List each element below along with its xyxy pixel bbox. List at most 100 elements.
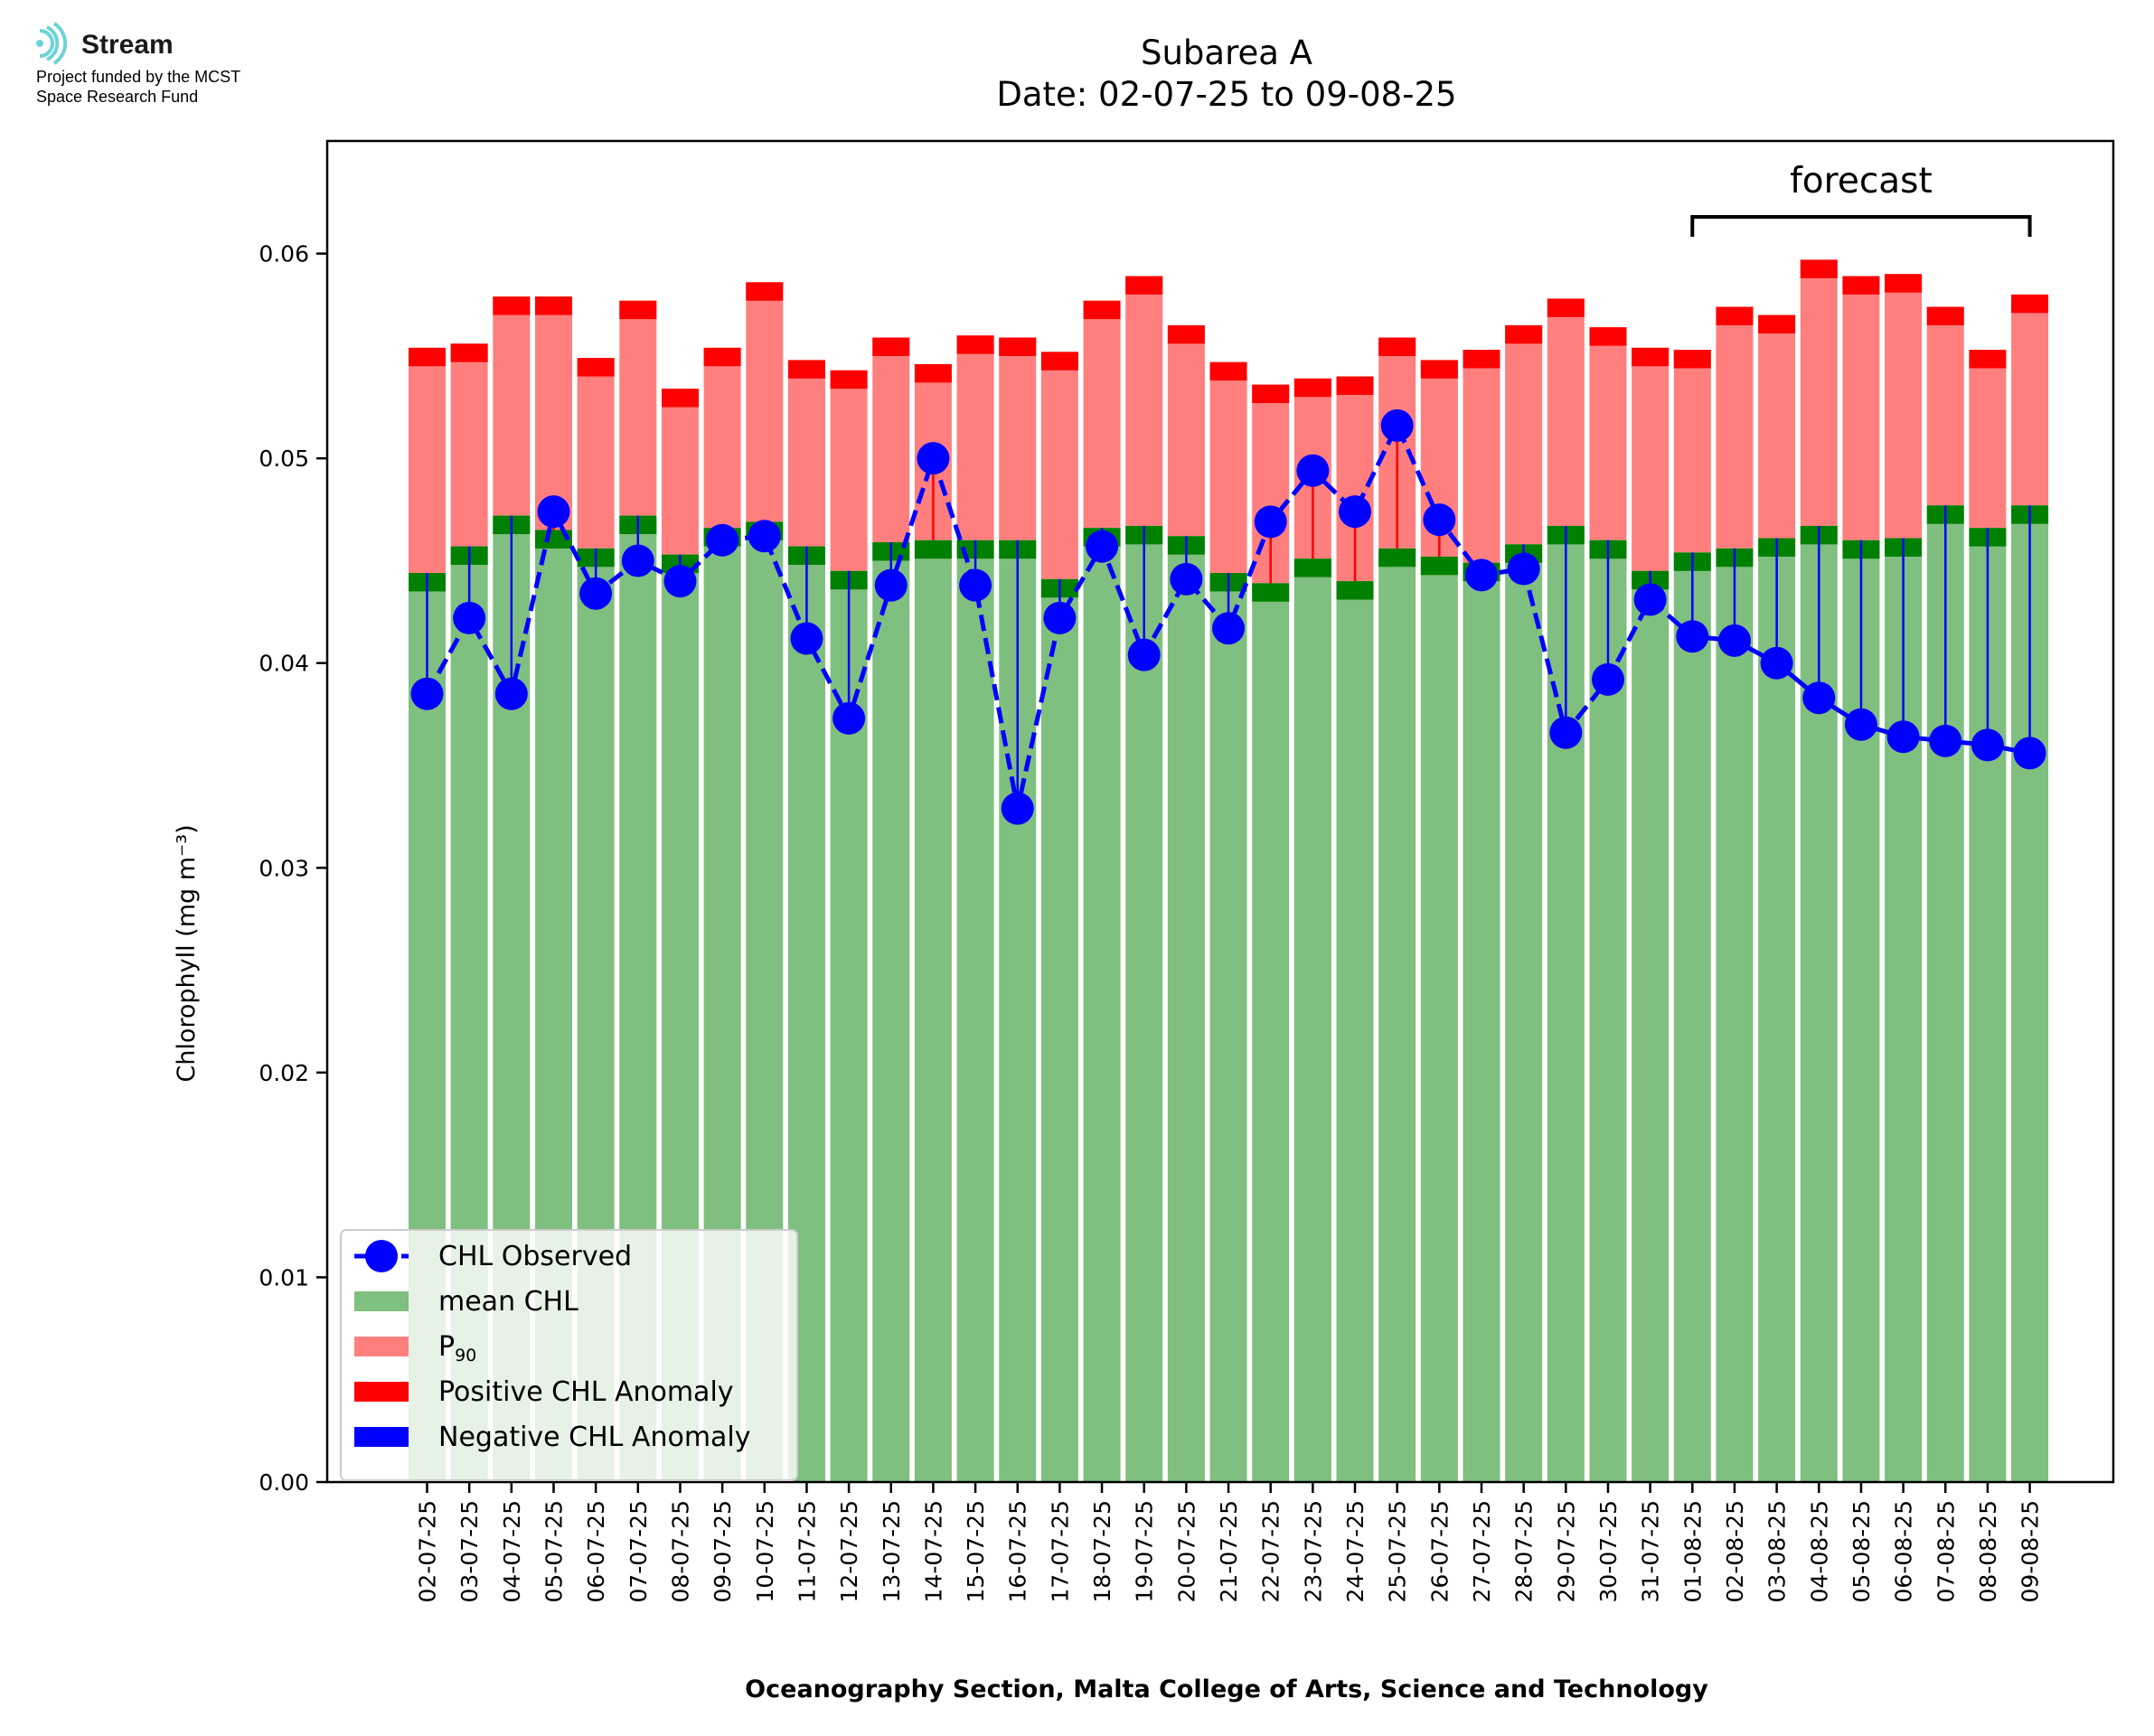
mean-bar [1293,558,1331,1482]
p90-cap-bar [1125,276,1163,295]
x-tick-label: 29-07-25 [1553,1500,1579,1602]
p90-bar [1209,361,1247,574]
observed-point [1212,612,1246,645]
p90-bar [830,370,868,571]
stream-logo: Stream Project funded by the MCST Space … [34,22,324,116]
mean-bar [1209,573,1247,1482]
observed-point [706,523,739,557]
observed-point [1591,662,1624,696]
legend-label: Negative CHL Anomaly [438,1422,751,1453]
mean-cap-bar [1336,581,1374,600]
x-tick-label: 05-07-25 [541,1500,567,1602]
p90-bar [493,296,531,516]
x-tick-label: 12-07-25 [836,1500,862,1602]
p90-cap-bar [1632,347,1670,367]
x-tick-label: 02-07-25 [415,1500,441,1602]
observed-point [1086,530,1119,563]
p90-bar [1926,306,1964,506]
observed-point [1296,454,1330,487]
x-tick-label: 08-08-25 [1975,1500,2001,1602]
x-tick-label: 11-07-25 [794,1500,820,1602]
observed-point [959,568,992,602]
p90-cap-bar [1800,259,1838,278]
p90-cap-bar [1209,361,1247,381]
p90-bar [956,335,994,540]
p90-bar [2011,294,2049,506]
x-tick-label: 22-07-25 [1258,1500,1284,1602]
p90-cap-bar [450,343,488,362]
p90-cap-bar [1040,352,1078,371]
x-tick-label: 09-07-25 [710,1500,736,1602]
observed-point [832,701,866,735]
p90-cap-bar [1463,350,1500,369]
x-tick-label: 04-07-25 [499,1500,525,1602]
y-tick-label: 0.04 [259,651,309,677]
logo-line1: Project funded by the MCST [36,68,240,86]
mean-bar [1632,570,1670,1482]
p90-cap-bar [1167,324,1205,344]
mean-bar [956,540,994,1482]
p90-cap-bar [1969,350,2007,369]
x-tick-label: 20-07-25 [1173,1500,1199,1602]
x-tick-label: 06-08-25 [1891,1500,1917,1602]
p90-bar [1547,298,1585,526]
y-tick-label: 0.03 [259,855,309,881]
observed-point [1254,505,1287,539]
observed-point [1802,681,1836,715]
p90-bar [1589,327,1627,540]
p90-cap-bar [1716,306,1754,325]
observed-point [1844,708,1877,741]
x-tick-label: 14-07-25 [920,1500,946,1602]
observed-point [2013,737,2046,770]
p90-cap-bar [493,296,531,315]
y-tick-label: 0.02 [259,1060,309,1086]
y-tick-label: 0.00 [259,1469,309,1496]
observed-point [663,565,697,598]
p90-bar [872,337,910,543]
p90-bar [1125,276,1163,526]
x-tick-label: 21-07-25 [1216,1500,1242,1602]
p90-cap-bar [1589,327,1627,346]
p90-cap-bar [872,337,910,356]
x-tick-label: 28-07-25 [1511,1500,1538,1602]
x-tick-label: 17-07-25 [1047,1500,1073,1602]
p90-bar [450,343,488,547]
x-tick-label: 07-08-25 [1933,1500,1959,1602]
p90-bar [1716,306,1754,549]
x-tick-label: 06-07-25 [583,1500,609,1602]
legend-p90-swatch [354,1337,409,1356]
p90-cap-bar [409,347,446,367]
x-tick-label: 15-07-25 [963,1500,989,1602]
mean-bar [1673,552,1711,1482]
x-tick-label: 24-07-25 [1342,1500,1369,1602]
legend-label: mean CHL [438,1286,578,1318]
observed-point [1465,558,1498,592]
p90-bar [534,296,572,530]
observed-point [1127,638,1161,671]
chart-subtitle: Date: 02-07-25 to 09-08-25 [996,75,1456,114]
x-tick-label: 02-08-25 [1722,1500,1748,1602]
observed-point [579,577,613,610]
y-tick-label: 0.05 [259,446,309,472]
observed-point [537,495,570,529]
mean-bar [1716,548,1754,1482]
signal-dot-icon [36,40,43,47]
p90-cap-bar [1673,350,1711,369]
observed-point [1507,552,1540,586]
legend: CHL Observed mean CHL Positive CHL Anomaly… [340,1229,798,1481]
p90-cap-bar [830,370,868,389]
observed-point [1633,583,1667,616]
p90-cap-bar [534,296,572,315]
observed-point [1423,503,1456,537]
p90-bar [999,337,1037,540]
mean-bar [1125,525,1163,1483]
mean-bar [914,540,952,1482]
x-axis-label: Oceanography Section, Malta College of A… [745,1675,1708,1703]
observed-point [917,442,950,475]
x-tick-label: 26-07-25 [1426,1500,1453,1602]
p90-bar [409,347,446,574]
x-tick-label: 23-07-25 [1300,1500,1326,1602]
x-tick-label: 01-08-25 [1679,1500,1706,1602]
p90-cap-bar [1926,306,1964,325]
mean-cap-bar [1420,556,1458,576]
